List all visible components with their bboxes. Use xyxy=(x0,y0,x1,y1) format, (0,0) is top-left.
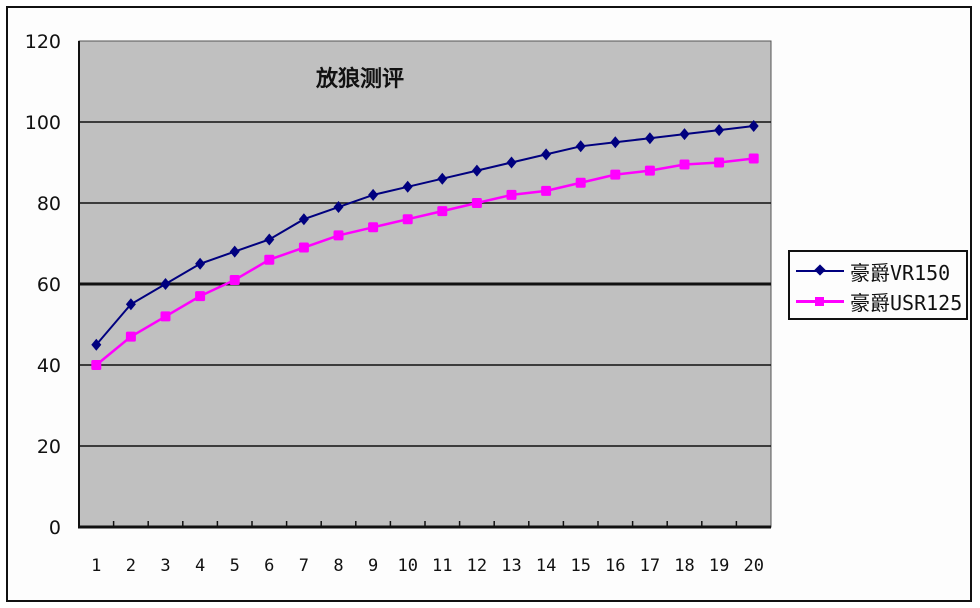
square-marker-icon xyxy=(125,331,136,342)
x-tick-label: 18 xyxy=(674,556,694,576)
diamond-marker-icon xyxy=(644,132,655,145)
diamond-marker-icon xyxy=(264,233,275,246)
square-marker-icon xyxy=(610,169,621,180)
x-tick-label: 4 xyxy=(195,556,205,576)
legend-item-vr150: 豪爵VR150 xyxy=(796,256,950,286)
x-tick-label: 13 xyxy=(501,556,521,576)
square-marker-icon xyxy=(402,214,413,225)
diamond-marker-icon xyxy=(229,245,240,258)
series-vr150 xyxy=(91,120,759,351)
legend-marker-square-icon xyxy=(796,296,844,306)
y-tick-label: 0 xyxy=(49,517,61,539)
legend: 豪爵VR150 豪爵USR125 xyxy=(788,250,968,320)
series-usr125 xyxy=(91,153,759,370)
diamond-marker-icon xyxy=(333,201,344,214)
x-tick-label: 7 xyxy=(299,556,309,576)
diamond-marker-icon xyxy=(402,180,413,193)
diamond-marker-icon xyxy=(714,124,725,137)
diamond-marker-icon xyxy=(610,136,621,149)
legend-marker-diamond-icon xyxy=(796,264,844,276)
y-tick-label: 100 xyxy=(25,112,61,134)
x-tick-label: 15 xyxy=(570,556,590,576)
diamond-marker-icon xyxy=(160,278,171,290)
x-tick-label: 20 xyxy=(743,556,763,576)
square-marker-icon xyxy=(160,311,171,322)
legend-label: 豪爵VR150 xyxy=(850,260,951,285)
square-marker-icon xyxy=(229,274,240,285)
x-tick-label: 1 xyxy=(91,556,101,576)
series-line xyxy=(95,157,754,366)
square-marker-icon xyxy=(298,242,309,253)
x-tick-label: 11 xyxy=(432,556,452,576)
series-line xyxy=(95,125,754,346)
diamond-marker-icon xyxy=(575,140,586,153)
square-marker-icon xyxy=(333,230,344,241)
x-tick-label: 5 xyxy=(230,556,240,576)
x-tick-label: 6 xyxy=(264,556,274,576)
x-axis-ticks: 1 2 3 4 5 6 7 8 9 10 11 12 13 14 15 16 17 18 19 20 xyxy=(91,521,764,576)
diamond-marker-icon xyxy=(541,148,552,161)
data-series xyxy=(91,120,759,370)
diamond-marker-icon xyxy=(748,120,759,133)
y-tick-label: 60 xyxy=(37,274,61,296)
y-tick-label: 20 xyxy=(37,436,61,458)
x-tick-label: 9 xyxy=(368,556,378,576)
square-marker-icon xyxy=(264,254,275,265)
x-tick-label: 3 xyxy=(160,556,170,576)
diamond-marker-icon xyxy=(368,188,379,201)
square-marker-icon xyxy=(714,157,725,168)
y-tick-label: 80 xyxy=(37,193,61,215)
square-marker-icon xyxy=(437,206,448,217)
diamond-marker-icon xyxy=(195,257,206,270)
legend-label: 豪爵USR125 xyxy=(850,290,963,315)
gridlines xyxy=(79,121,771,447)
square-marker-icon xyxy=(644,165,655,176)
x-tick-label: 12 xyxy=(467,556,487,576)
x-tick-label: 17 xyxy=(640,556,660,576)
diamond-marker-icon xyxy=(437,172,448,185)
y-tick-label: 120 xyxy=(25,31,61,53)
diamond-marker-icon xyxy=(298,213,309,226)
square-marker-icon xyxy=(195,291,206,302)
x-tick-label: 8 xyxy=(333,556,343,576)
diamond-marker-icon xyxy=(506,156,517,169)
square-marker-icon xyxy=(541,185,552,196)
square-marker-icon xyxy=(575,177,586,188)
y-axis-ticks: 0 20 40 60 80 100 120 xyxy=(25,31,61,539)
diamond-marker-icon xyxy=(91,338,102,351)
diamond-marker-icon xyxy=(679,128,690,141)
diamond-marker-icon xyxy=(471,164,482,177)
x-tick-label: 2 xyxy=(126,556,136,576)
x-tick-label: 16 xyxy=(605,556,625,576)
square-marker-icon xyxy=(471,198,482,208)
square-marker-icon xyxy=(368,222,379,233)
chart-title: 放狼测评 xyxy=(315,66,404,92)
x-tick-label: 14 xyxy=(536,556,556,576)
diamond-marker-icon xyxy=(125,298,136,311)
square-marker-icon xyxy=(748,153,759,164)
legend-item-usr125: 豪爵USR125 xyxy=(796,286,962,316)
square-marker-icon xyxy=(679,159,690,170)
x-tick-label: 10 xyxy=(397,556,417,576)
square-marker-icon xyxy=(506,189,517,200)
square-marker-icon xyxy=(91,360,102,370)
x-tick-label: 19 xyxy=(709,556,729,576)
y-tick-label: 40 xyxy=(37,355,61,377)
